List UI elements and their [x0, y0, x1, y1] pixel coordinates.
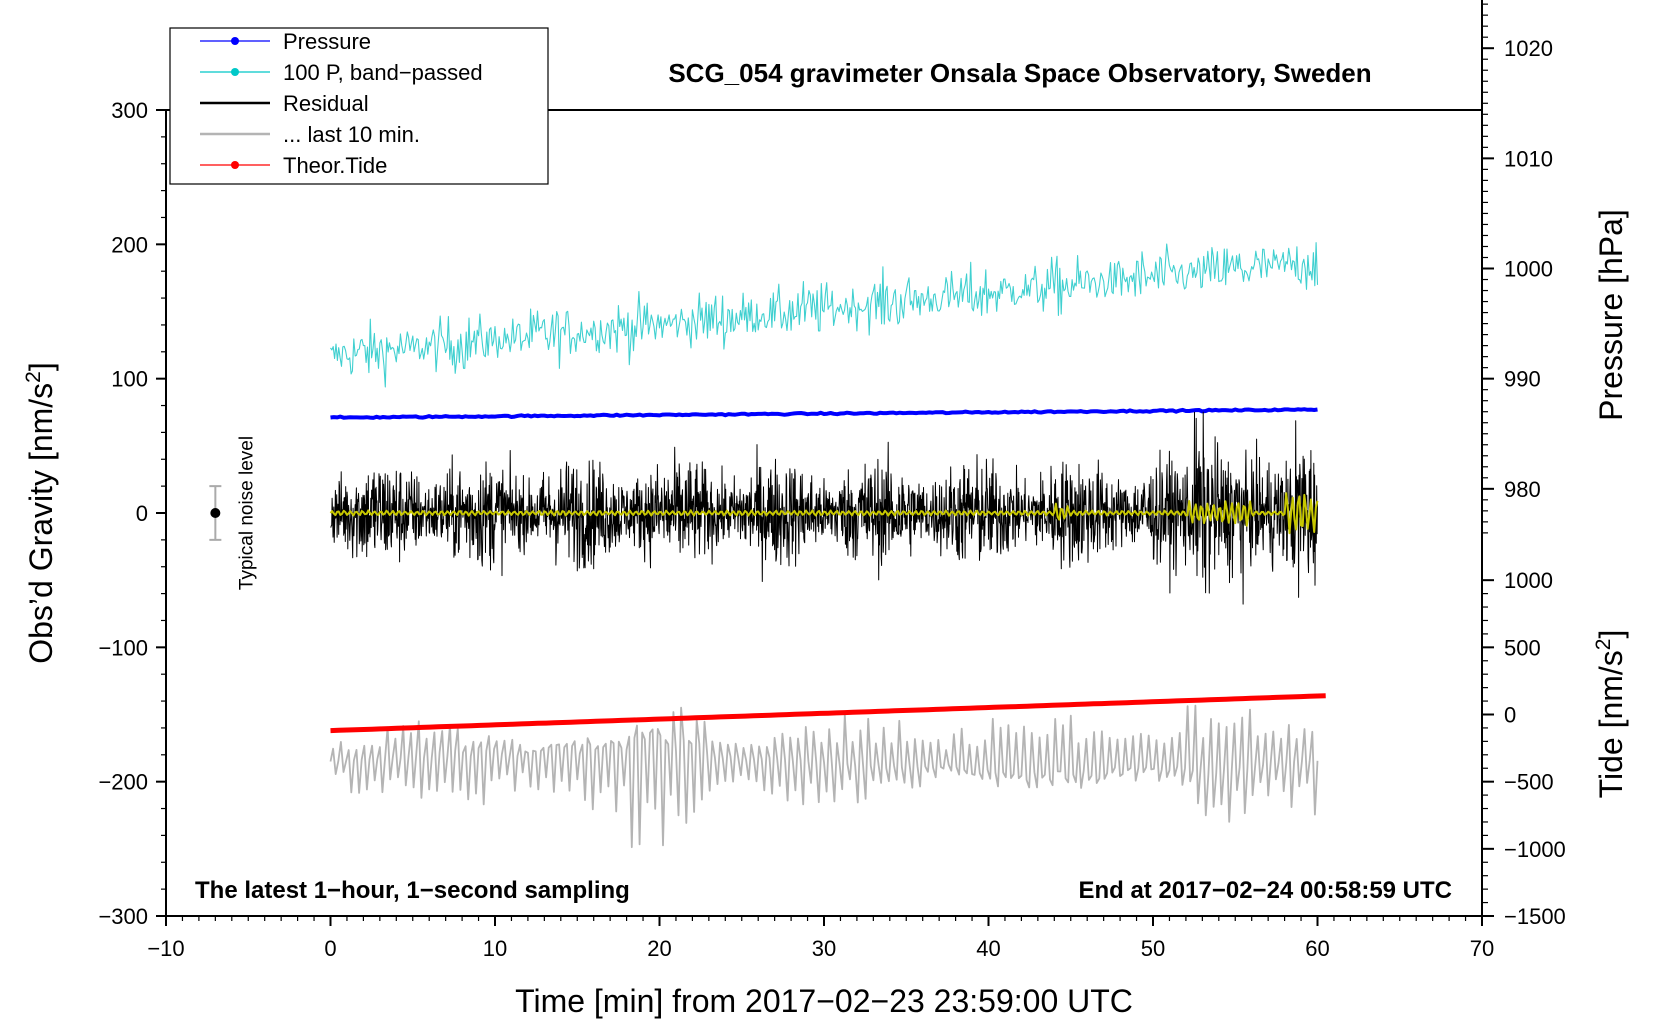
legend-marker [231, 161, 239, 169]
y-tick-label: 0 [136, 501, 148, 526]
series-bandpassed-pressure [330, 242, 1319, 388]
y-tick-label: 100 [111, 367, 148, 392]
annotation-sampling: The latest 1−hour, 1−second sampling [195, 877, 630, 904]
noise-label: Typical noise level [236, 436, 257, 590]
y-tick-label: −300 [98, 904, 148, 929]
pressure-tick-label: 1010 [1504, 146, 1553, 171]
y-tick-label: 300 [111, 98, 148, 123]
x-tick-label: 30 [812, 936, 836, 961]
x-axis-title: Time [min] from 2017−02−23 23:59:00 UTC [515, 983, 1133, 1019]
pressure-axis-title: Pressure [hPa] [1593, 209, 1629, 421]
y-axis-gravity: −300 −200 −100 0 100 200 300 [98, 98, 166, 929]
legend-label: ... last 10 min. [283, 122, 420, 147]
tide-tick-label: 0 [1504, 703, 1516, 728]
x-tick-label: 70 [1470, 936, 1494, 961]
series-layer [329, 242, 1326, 849]
x-tick-label: 60 [1305, 936, 1329, 961]
y-axis-tide: −1500 −1000 −500 0 500 1000 [1482, 568, 1566, 929]
pressure-tick-label: 990 [1504, 367, 1541, 392]
series-pressure [330, 407, 1318, 420]
tide-tick-label: 1000 [1504, 568, 1553, 593]
legend-label: Residual [283, 91, 369, 116]
tide-tick-label: −1500 [1504, 904, 1566, 929]
x-tick-label: 20 [647, 936, 671, 961]
x-tick-label: 10 [483, 936, 507, 961]
noise-indicator: Typical noise level [209, 436, 257, 590]
tide-axis-title-end: ] [1593, 630, 1629, 639]
noise-dot [210, 508, 221, 518]
x-tick-label: 50 [1141, 936, 1165, 961]
tide-tick-label: −1000 [1504, 837, 1566, 862]
y-tick-label: 200 [111, 232, 148, 257]
pressure-tick-label: 980 [1504, 477, 1541, 502]
legend-label: Pressure [283, 29, 371, 54]
tide-tick-label: −500 [1504, 770, 1554, 795]
legend-marker [231, 68, 239, 76]
tide-axis-title-main: Tide [nm/s [1593, 650, 1629, 798]
y-axis-title-sup: 2 [22, 371, 45, 383]
pressure-tick-label: 1000 [1504, 257, 1553, 282]
series-residual [330, 411, 1318, 605]
legend-label: Theor.Tide [283, 153, 387, 178]
y-axis-title: Obs’d Gravity [nm/s2] [22, 362, 59, 664]
tide-axis-title-sup: 2 [1592, 639, 1615, 651]
x-tick-label: 40 [976, 936, 1000, 961]
y-tick-label: −100 [98, 635, 148, 660]
pressure-tick-label: 1020 [1504, 36, 1553, 61]
series-residual-lowpass [329, 492, 1319, 535]
y-tick-label: −200 [98, 770, 148, 795]
annotation-end-time: End at 2017−02−24 00:58:59 UTC [1078, 877, 1452, 904]
series-theoretical-tide [330, 693, 1326, 734]
x-axis: −10 0 10 20 30 40 50 60 70 [147, 916, 1494, 961]
legend-box [169, 27, 549, 185]
y-axis-title-end: ] [23, 362, 59, 371]
legend-label: 100 P, band−passed [283, 60, 483, 85]
tide-tick-label: 500 [1504, 635, 1541, 660]
tide-axis-title: Tide [nm/s2] [1592, 630, 1629, 799]
y-axis-pressure: 9809901000101010201030 [1481, 0, 1553, 534]
series-last-10-min [329, 704, 1319, 849]
y-axis-title-main: Obs’d Gravity [nm/s [23, 383, 59, 664]
chart-title: SCG_054 gravimeter Onsala Space Observat… [668, 58, 1371, 88]
x-tick-label: 0 [324, 936, 336, 961]
legend: Pressure 100 P, band−passed Residual ... la… [169, 27, 549, 185]
legend-marker [231, 37, 239, 45]
x-tick-label: −10 [147, 936, 184, 961]
